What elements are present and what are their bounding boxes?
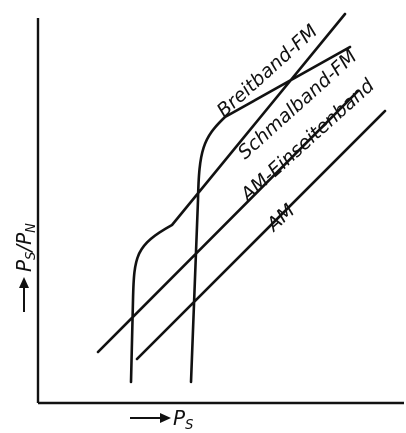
y-axis-label-text: PS/PN	[12, 223, 39, 272]
series-line-schmalband-fm	[189, 45, 352, 384]
series-line-am-einseitenband	[96, 89, 360, 354]
y-axis-label-sub1: S	[24, 252, 39, 260]
y-axis-label: PS/PN	[12, 223, 39, 312]
y-axis-label-main2: P	[12, 232, 36, 245]
series-label-am: AM	[261, 200, 299, 237]
y-axis-arrow-head	[19, 277, 29, 288]
y-axis-label-sub2: N	[24, 223, 39, 233]
x-axis-label-sub: S	[185, 418, 193, 433]
x-axis-arrow-head	[160, 413, 171, 423]
x-axis-label: PS	[130, 406, 193, 433]
series-line-breitband-fm	[129, 12, 347, 384]
x-axis-label-text: PS	[173, 406, 193, 433]
x-axis-label-main: P	[173, 406, 186, 430]
y-axis-label-sep: /	[12, 243, 36, 254]
series-line-am	[135, 109, 387, 361]
y-axis-label-main: P	[12, 259, 36, 272]
